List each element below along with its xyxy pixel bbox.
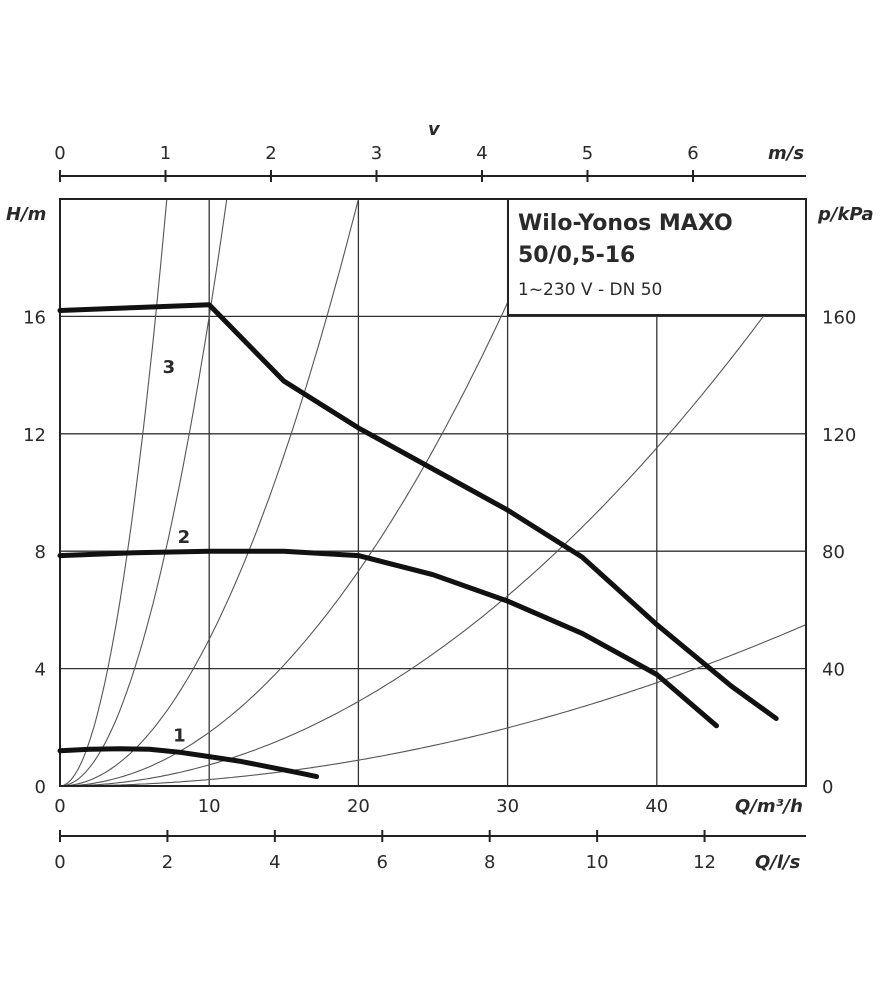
- x3-axis-label: v: [428, 119, 441, 140]
- system-curve: [60, 257, 806, 786]
- chart-title-line2: 50/0,5-16: [518, 243, 635, 268]
- x2-tick-label: 10: [586, 852, 609, 873]
- title-box: [507, 198, 807, 316]
- x2-axis-label: Q/l/s: [755, 852, 801, 873]
- y2-tick-label: 120: [822, 425, 856, 446]
- y2-tick-label: 40: [822, 660, 845, 681]
- pump-curve-1: [57, 746, 320, 780]
- pump-curve-3: [57, 302, 779, 721]
- x2-tick-label: 2: [162, 852, 173, 873]
- y2-tick-label: 0: [822, 777, 833, 798]
- y-tick-label: 0: [35, 777, 46, 798]
- x3-axis-unit: m/s: [768, 143, 804, 164]
- x2-tick-label: 12: [693, 852, 716, 873]
- system-curve: [60, 624, 806, 786]
- x3-tick-label: 4: [476, 143, 487, 164]
- y2-tick-label: 80: [822, 542, 845, 563]
- x-tick-label: 0: [54, 796, 65, 817]
- system-curve: [60, 199, 554, 786]
- x2-tick-label: 6: [377, 852, 388, 873]
- curve-label-1: 1: [173, 725, 186, 746]
- chart-title-line1: Wilo-Yonos MAXO: [518, 211, 733, 236]
- x2-tick-label: 8: [484, 852, 495, 873]
- y-tick-label: 4: [35, 660, 46, 681]
- y2-tick-label: 160: [822, 307, 856, 328]
- x3-tick-label: 0: [54, 143, 65, 164]
- system-curve: [60, 199, 228, 786]
- system-curve: [60, 199, 359, 786]
- system-curves: [60, 199, 806, 786]
- x3-tick-label: 2: [265, 143, 276, 164]
- x3-tick-label: 3: [371, 143, 382, 164]
- system-curve: [60, 199, 168, 786]
- x-axis-label: Q/m³/h: [735, 796, 803, 817]
- chart-subtitle: 1~230 V - DN 50: [518, 280, 662, 300]
- curve-label-2: 2: [178, 527, 191, 548]
- pump-curve-2: [57, 548, 719, 729]
- x-tick-label: 40: [645, 796, 668, 817]
- x-tick-label: 30: [496, 796, 519, 817]
- y-tick-label: 16: [23, 307, 46, 328]
- y-axis-label: H/m: [6, 204, 46, 225]
- x2-tick-label: 0: [54, 852, 65, 873]
- y-tick-label: 12: [23, 425, 46, 446]
- x3-tick-label: 6: [687, 143, 698, 164]
- plot-frame: [59, 198, 807, 787]
- y-tick-label: 8: [35, 542, 46, 563]
- x2-tick-label: 4: [269, 852, 280, 873]
- x3-tick-label: 1: [160, 143, 171, 164]
- pump-curves: [57, 302, 779, 780]
- curve-label-3: 3: [163, 357, 176, 378]
- x-tick-label: 20: [347, 796, 370, 817]
- y2-axis-label: p/kPa: [817, 204, 874, 225]
- x3-tick-label: 5: [582, 143, 593, 164]
- x-tick-label: 10: [198, 796, 221, 817]
- curve-labels: 1 2 3: [163, 357, 190, 746]
